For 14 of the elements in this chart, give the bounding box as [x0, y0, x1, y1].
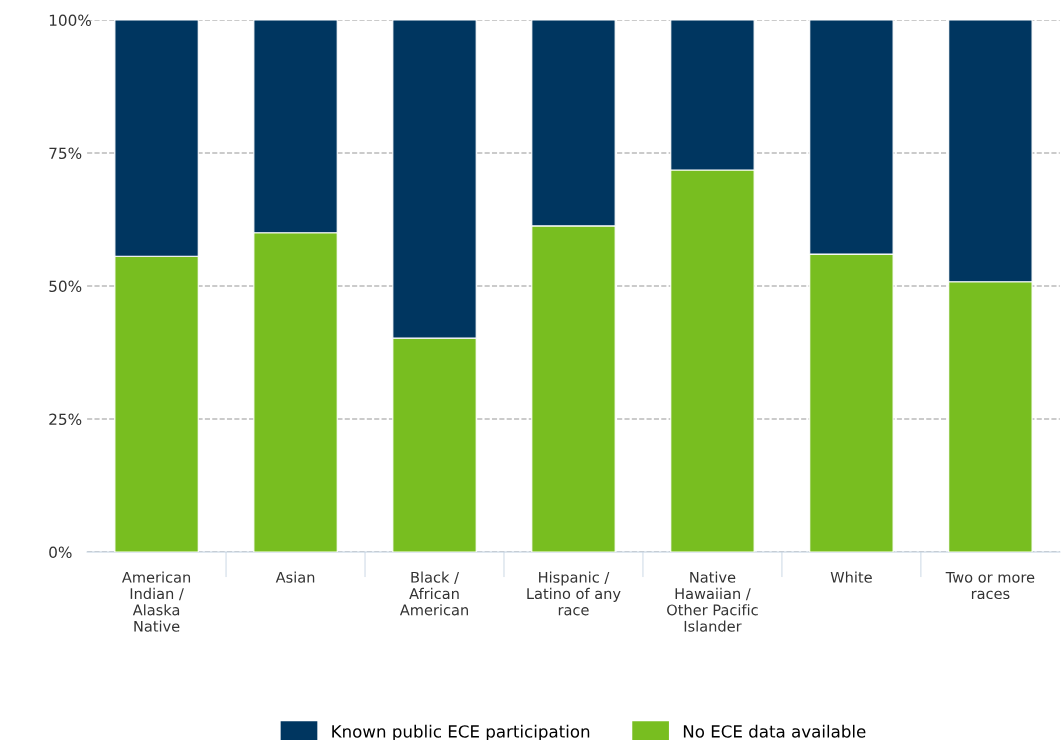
x-tick-label: White — [830, 571, 872, 583]
x-tick-label: American Indian / Alaska Native — [121, 571, 191, 632]
legend-label: No ECE data available — [683, 724, 866, 738]
legend-label: Known public ECE participation — [332, 724, 590, 740]
y-tick-label: 0% — [49, 546, 72, 559]
y-tick-label: 50% — [49, 280, 82, 293]
x-tick-label: Black / African American — [399, 571, 468, 616]
y-tick-label: 75% — [49, 147, 82, 160]
x-tick-label: Native Hawaiian / Other Pacific Islander — [667, 571, 758, 632]
x-tick-label: Asian — [275, 571, 315, 583]
x-tick-label: Hispanic / Latino of any race — [527, 571, 621, 616]
y-tick-label: 25% — [49, 413, 82, 426]
y-tick-label: 100% — [49, 14, 92, 26]
x-tick-label: Two or more races — [945, 571, 1035, 600]
